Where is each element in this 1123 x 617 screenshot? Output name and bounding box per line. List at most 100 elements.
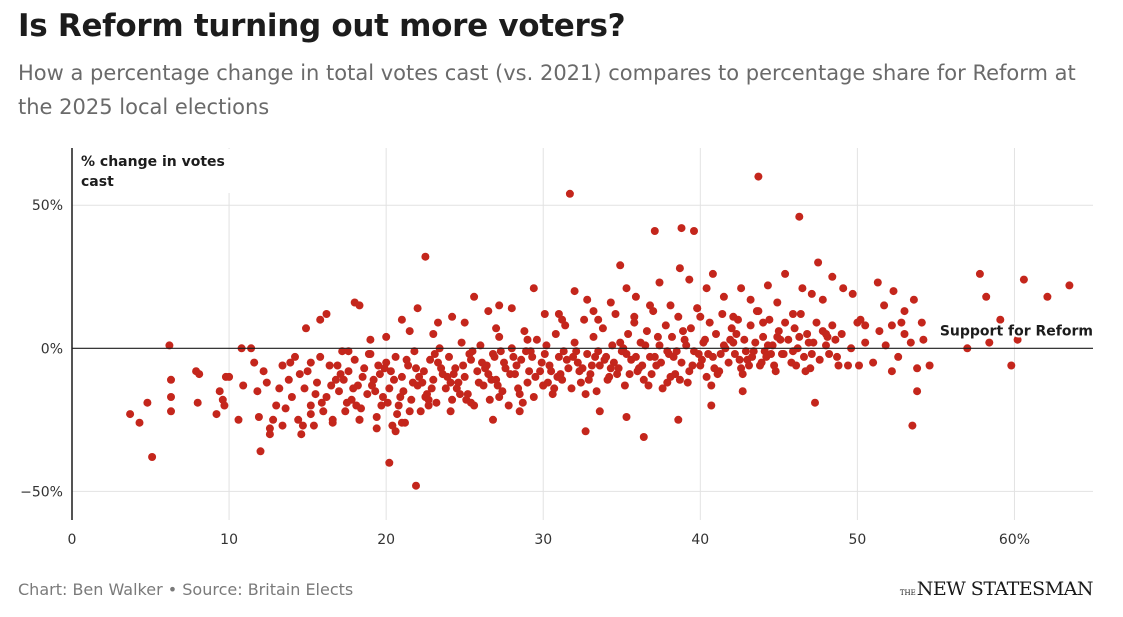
data-point xyxy=(625,370,634,379)
data-point xyxy=(313,378,321,387)
y-tick-label: −50% xyxy=(20,484,63,500)
data-point xyxy=(727,324,736,333)
data-point xyxy=(551,330,560,338)
data-point xyxy=(833,352,841,361)
data-point xyxy=(487,375,496,384)
data-point xyxy=(822,341,830,350)
data-point xyxy=(581,390,590,399)
data-point xyxy=(646,301,654,310)
data-point xyxy=(385,458,394,467)
data-point xyxy=(573,358,582,367)
data-point xyxy=(457,338,466,347)
data-point xyxy=(592,387,601,396)
data-point xyxy=(668,332,676,341)
data-point xyxy=(622,413,631,421)
data-point xyxy=(523,378,532,387)
data-point xyxy=(569,352,578,361)
data-point xyxy=(589,332,598,341)
data-point xyxy=(448,395,457,404)
data-point xyxy=(532,335,541,344)
data-point xyxy=(500,358,508,367)
data-point xyxy=(719,292,728,301)
data-point xyxy=(1043,292,1052,301)
data-point xyxy=(875,327,884,336)
data-point xyxy=(167,407,175,416)
data-point xyxy=(467,398,475,407)
y-axis-label-line: cast xyxy=(81,174,114,190)
data-point xyxy=(195,370,204,379)
data-point xyxy=(291,352,299,361)
data-point xyxy=(165,341,174,350)
data-point xyxy=(565,189,574,198)
data-point xyxy=(748,352,757,361)
data-point xyxy=(550,384,559,393)
data-point xyxy=(638,361,647,370)
data-point xyxy=(522,347,530,356)
data-point xyxy=(430,350,439,358)
data-point xyxy=(148,453,157,461)
publisher-logo[interactable]: THE NEW STATESMAN xyxy=(900,578,1094,600)
data-point xyxy=(413,304,422,313)
data-point xyxy=(685,367,694,376)
data-point xyxy=(554,352,563,361)
data-point xyxy=(757,358,766,367)
data-point xyxy=(790,324,799,333)
data-point xyxy=(606,364,615,373)
data-point xyxy=(814,258,823,267)
data-point xyxy=(520,327,529,336)
scatter-chart: −50% 0% 50% 0 10 20 30 40 50 60% % change in vot… xyxy=(20,148,1095,548)
y-axis-ticks: −50% 0% 50% xyxy=(20,198,63,500)
data-point xyxy=(397,315,406,324)
data-point xyxy=(622,350,631,358)
data-point xyxy=(495,332,504,341)
data-point xyxy=(341,407,350,416)
data-point xyxy=(796,310,805,318)
data-point xyxy=(306,358,315,367)
data-point xyxy=(537,358,546,367)
data-point xyxy=(685,275,694,284)
data-point xyxy=(474,378,483,387)
data-point xyxy=(828,321,837,330)
data-point xyxy=(594,315,603,324)
data-point xyxy=(339,375,348,384)
data-point xyxy=(470,292,479,301)
data-point xyxy=(418,378,427,387)
data-point xyxy=(682,341,691,350)
data-point xyxy=(496,347,505,356)
data-point xyxy=(746,295,755,304)
data-point xyxy=(837,330,846,338)
data-point xyxy=(412,481,420,490)
data-point xyxy=(653,332,662,341)
data-point xyxy=(822,330,830,338)
data-point xyxy=(812,318,821,327)
data-point xyxy=(696,312,705,321)
data-point xyxy=(278,421,287,430)
data-point xyxy=(135,418,144,427)
data-point xyxy=(792,361,801,370)
data-point xyxy=(575,367,584,376)
data-point xyxy=(298,421,307,430)
data-point xyxy=(316,315,325,324)
data-point xyxy=(861,321,870,330)
data-point xyxy=(427,384,436,393)
data-point xyxy=(397,418,406,427)
data-point xyxy=(302,324,310,333)
data-point xyxy=(781,269,790,278)
data-point xyxy=(913,364,922,373)
data-point xyxy=(547,367,556,376)
data-point xyxy=(391,427,400,436)
data-point xyxy=(284,375,293,384)
y-tick-label: 50% xyxy=(32,198,63,214)
data-point xyxy=(719,341,728,350)
data-point xyxy=(448,312,457,321)
data-point xyxy=(297,430,306,439)
data-point xyxy=(303,367,312,376)
data-point xyxy=(379,393,387,401)
data-point xyxy=(702,284,711,293)
data-point xyxy=(811,398,819,407)
data-point xyxy=(504,401,513,410)
data-point xyxy=(517,355,526,364)
data-point xyxy=(1065,281,1074,290)
data-point xyxy=(726,335,735,344)
data-point xyxy=(595,407,604,416)
